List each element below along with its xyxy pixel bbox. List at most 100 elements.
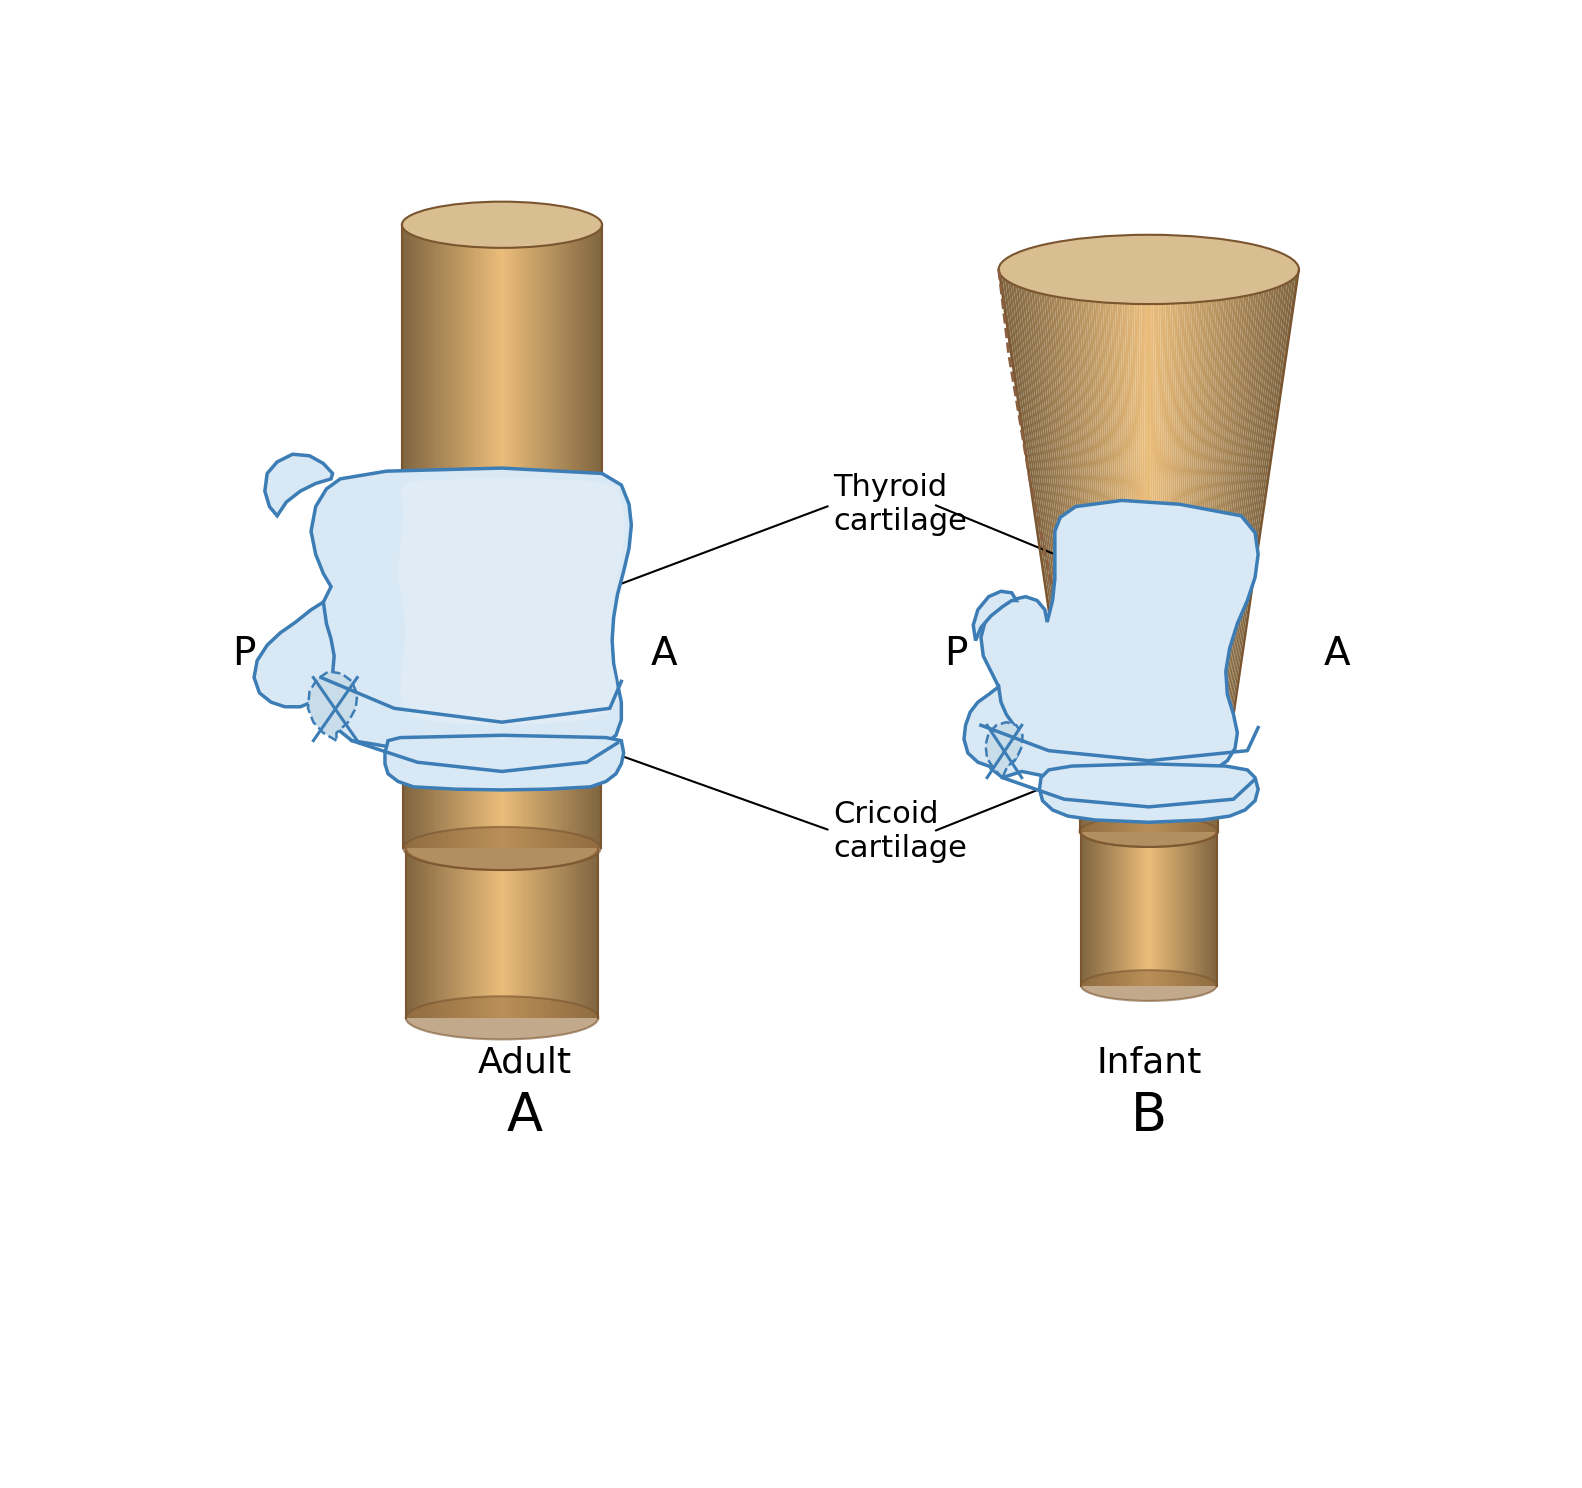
Polygon shape [506,848,508,1018]
Polygon shape [399,478,625,725]
Polygon shape [584,225,585,557]
Polygon shape [446,848,448,1018]
Polygon shape [411,741,413,848]
Polygon shape [508,741,511,848]
Polygon shape [543,225,544,557]
Polygon shape [582,225,584,557]
Polygon shape [473,225,475,557]
Polygon shape [558,225,560,557]
Polygon shape [497,741,498,848]
Polygon shape [514,848,516,1018]
Polygon shape [1144,269,1147,716]
Polygon shape [1153,269,1160,716]
Polygon shape [562,225,563,557]
Polygon shape [1031,269,1084,716]
Polygon shape [1223,269,1281,716]
Polygon shape [464,225,465,557]
Polygon shape [558,741,560,848]
Polygon shape [517,848,519,1018]
Polygon shape [552,848,554,1018]
Polygon shape [584,741,585,848]
Polygon shape [519,741,520,848]
Polygon shape [465,225,467,557]
Polygon shape [492,225,494,557]
Polygon shape [481,848,483,1018]
Polygon shape [1058,269,1099,716]
Polygon shape [443,741,445,848]
Polygon shape [508,848,509,1018]
Polygon shape [422,225,424,557]
Polygon shape [1215,269,1269,716]
Polygon shape [1050,269,1095,716]
Polygon shape [410,741,411,848]
Polygon shape [1117,269,1131,716]
Polygon shape [475,848,476,1018]
Polygon shape [1229,269,1294,716]
Polygon shape [514,225,516,557]
Polygon shape [429,225,430,557]
Polygon shape [456,848,457,1018]
Polygon shape [582,848,584,1018]
Polygon shape [484,741,486,848]
Polygon shape [484,848,486,1018]
Polygon shape [570,741,571,848]
Polygon shape [598,741,600,848]
Polygon shape [489,225,490,557]
Polygon shape [475,741,476,848]
Polygon shape [468,741,470,848]
Polygon shape [516,225,517,557]
Polygon shape [514,741,516,848]
Polygon shape [1213,269,1267,716]
Polygon shape [1118,269,1133,716]
Polygon shape [1096,269,1120,716]
Polygon shape [565,848,566,1018]
Polygon shape [435,848,437,1018]
Polygon shape [1186,269,1218,716]
Text: Infant: Infant [1096,1046,1201,1079]
Polygon shape [1172,269,1194,716]
Polygon shape [424,225,426,557]
Ellipse shape [1081,815,1217,847]
Polygon shape [573,225,574,557]
Polygon shape [421,848,422,1018]
Polygon shape [1158,269,1169,716]
Polygon shape [441,741,443,848]
Polygon shape [452,741,454,848]
Polygon shape [413,225,414,557]
Polygon shape [528,741,530,848]
Text: P: P [944,635,968,674]
Polygon shape [445,741,446,848]
Polygon shape [408,225,410,557]
Polygon shape [565,225,566,557]
Polygon shape [1139,269,1144,716]
Polygon shape [1194,269,1231,716]
Polygon shape [452,225,454,557]
Polygon shape [308,671,358,741]
Polygon shape [419,741,421,848]
Polygon shape [413,741,414,848]
Polygon shape [456,225,457,557]
Polygon shape [577,225,579,557]
Polygon shape [1183,269,1213,716]
Polygon shape [489,741,490,848]
Polygon shape [543,848,544,1018]
Polygon shape [549,741,551,848]
Polygon shape [579,848,581,1018]
Polygon shape [517,225,519,557]
Polygon shape [414,848,416,1018]
Polygon shape [429,848,430,1018]
Polygon shape [563,225,565,557]
Polygon shape [478,225,479,557]
Polygon shape [558,848,560,1018]
Polygon shape [600,741,601,848]
Polygon shape [490,741,492,848]
Polygon shape [470,225,471,557]
Polygon shape [541,848,543,1018]
Polygon shape [1084,269,1114,716]
Polygon shape [451,848,452,1018]
Polygon shape [593,741,596,848]
Polygon shape [554,741,555,848]
Polygon shape [525,741,527,848]
Polygon shape [568,848,570,1018]
Polygon shape [483,848,484,1018]
